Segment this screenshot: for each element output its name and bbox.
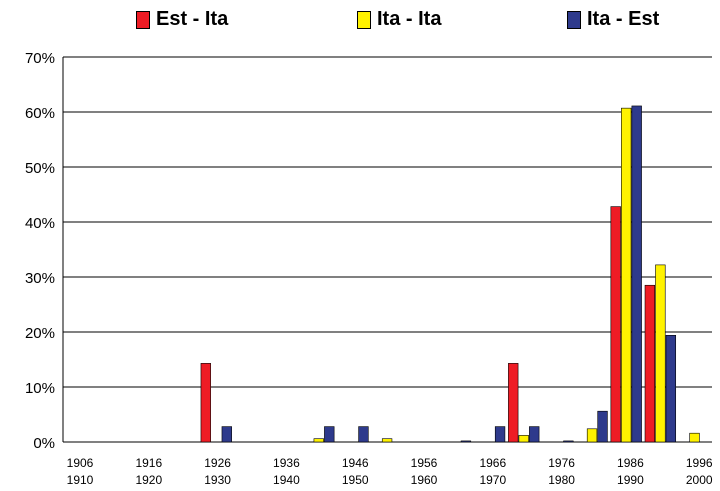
bar — [610, 206, 621, 443]
bar — [494, 426, 506, 443]
bar — [665, 334, 677, 443]
y-tick-label: 20% — [25, 325, 55, 342]
bar — [689, 432, 700, 443]
y-tick-label: 40% — [25, 215, 55, 232]
legend-swatch-ita-ita — [357, 10, 371, 29]
y-tick-label: 10% — [25, 380, 55, 397]
x-tick-label: 1906 — [67, 456, 94, 470]
bar — [358, 426, 369, 443]
x-tick-label: 2000 — [686, 473, 713, 487]
x-tick-label: 1986 — [617, 456, 644, 470]
x-tick-label: 1956 — [411, 456, 438, 470]
bar — [655, 264, 666, 443]
bar — [586, 428, 598, 443]
x-tick-label: 1940 — [273, 473, 300, 487]
x-tick-label: 1996 — [686, 456, 713, 470]
legend-label-ita-ita: Ita - Ita — [377, 8, 442, 30]
legend-swatch-est-ita — [136, 10, 150, 29]
bar — [381, 438, 393, 443]
x-tick-label: 1920 — [135, 473, 162, 487]
x-tick-label: 1970 — [479, 473, 506, 487]
bar — [644, 284, 656, 443]
bar — [200, 363, 211, 443]
x-tick-label: 1990 — [617, 473, 644, 487]
bar — [529, 426, 540, 443]
x-tick-label: 1950 — [342, 473, 369, 487]
bar — [597, 410, 608, 443]
bar — [631, 105, 642, 443]
bar — [563, 440, 574, 443]
bar — [221, 426, 232, 443]
x-tick-label: 1976 — [548, 456, 575, 470]
bar — [621, 107, 632, 443]
legend-item-ita-est: Ita - Est — [567, 8, 659, 31]
bar — [518, 435, 529, 443]
bar — [460, 440, 472, 443]
bar — [313, 438, 324, 443]
y-tick-label: 70% — [25, 50, 55, 67]
x-tick-label: 1926 — [204, 456, 231, 470]
x-tick-label: 1980 — [548, 473, 575, 487]
x-tick-label: 1966 — [479, 456, 506, 470]
legend-swatch-ita-est — [567, 10, 581, 29]
legend-label-est-ita: Est - Ita — [156, 8, 229, 30]
y-tick-label: 60% — [25, 105, 55, 122]
bar — [508, 363, 519, 443]
x-tick-label: 1916 — [135, 456, 162, 470]
legend-label-ita-est: Ita - Est — [587, 8, 660, 30]
legend-item-est-ita: Est - Ita — [136, 8, 228, 31]
y-tick-label: 30% — [25, 270, 55, 287]
y-tick-label: 50% — [25, 160, 55, 177]
x-tick-label: 1960 — [411, 473, 438, 487]
x-tick-label: 1910 — [67, 473, 94, 487]
chart-legend: Est - Ita Ita - Ita Ita - Est — [0, 8, 720, 38]
bar — [324, 426, 335, 443]
y-tick-label: 0% — [33, 435, 55, 452]
legend-item-ita-ita: Ita - Ita — [357, 8, 441, 31]
x-tick-label: 1946 — [342, 456, 369, 470]
x-tick-label: 1930 — [204, 473, 231, 487]
x-tick-label: 1936 — [273, 456, 300, 470]
